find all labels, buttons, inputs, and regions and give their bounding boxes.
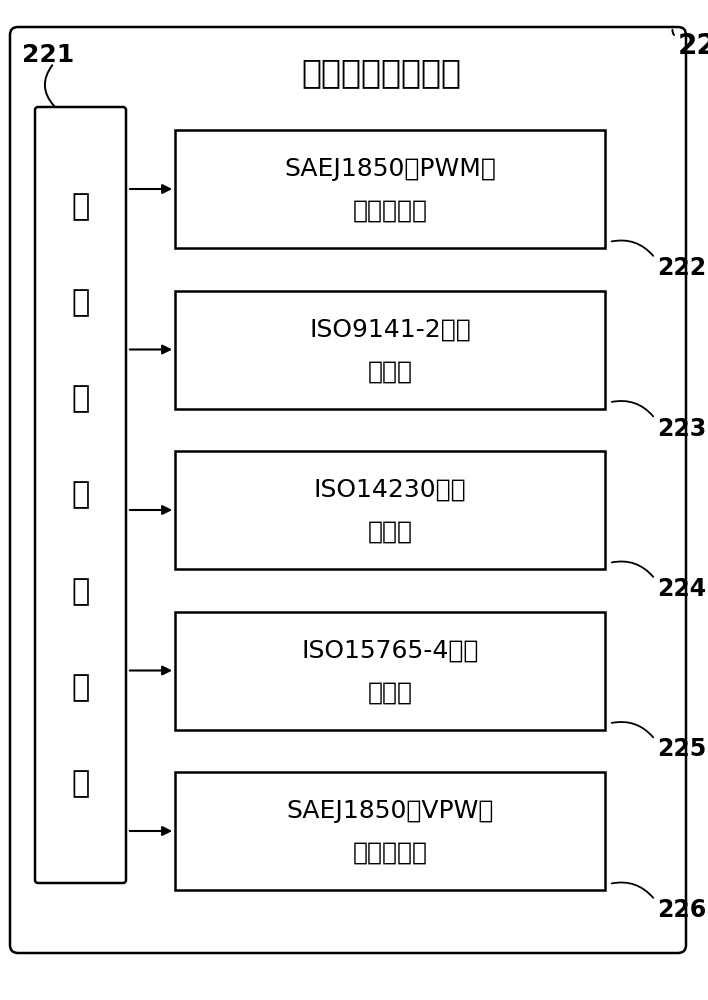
Text: 换: 换 [72,481,90,510]
Text: ISO9141-2协议: ISO9141-2协议 [309,318,471,342]
Text: SAEJ1850（VPW）: SAEJ1850（VPW） [286,799,493,823]
Text: 协议子单元: 协议子单元 [353,199,428,223]
Text: 224: 224 [657,577,706,601]
FancyBboxPatch shape [175,290,605,408]
Text: 子单元: 子单元 [367,360,413,383]
Text: SAEJ1850（PWM）: SAEJ1850（PWM） [284,157,496,181]
Text: 协: 协 [72,192,90,221]
Text: 221: 221 [22,43,74,67]
FancyBboxPatch shape [10,27,686,953]
Text: 子: 子 [72,577,90,606]
Text: 226: 226 [657,898,707,922]
Text: 223: 223 [657,416,707,440]
Text: 单: 单 [72,673,90,702]
FancyBboxPatch shape [175,130,605,248]
Text: 议: 议 [72,288,90,317]
Text: 协议子单元: 协议子单元 [353,841,428,865]
Text: ISO14230协议: ISO14230协议 [314,478,467,502]
FancyBboxPatch shape [175,611,605,730]
Text: ISO15765-4协议: ISO15765-4协议 [302,639,479,662]
Text: 子单元: 子单元 [367,680,413,704]
Text: 元: 元 [72,769,90,798]
FancyBboxPatch shape [175,772,605,890]
FancyBboxPatch shape [35,107,126,883]
Text: 222: 222 [657,256,706,280]
Text: 子单元: 子单元 [367,520,413,544]
FancyBboxPatch shape [175,451,605,569]
Text: 225: 225 [657,738,707,762]
Text: 22: 22 [678,32,708,60]
Text: 切: 切 [72,384,90,413]
Text: 通信协议切换模块: 通信协议切换模块 [301,56,461,90]
